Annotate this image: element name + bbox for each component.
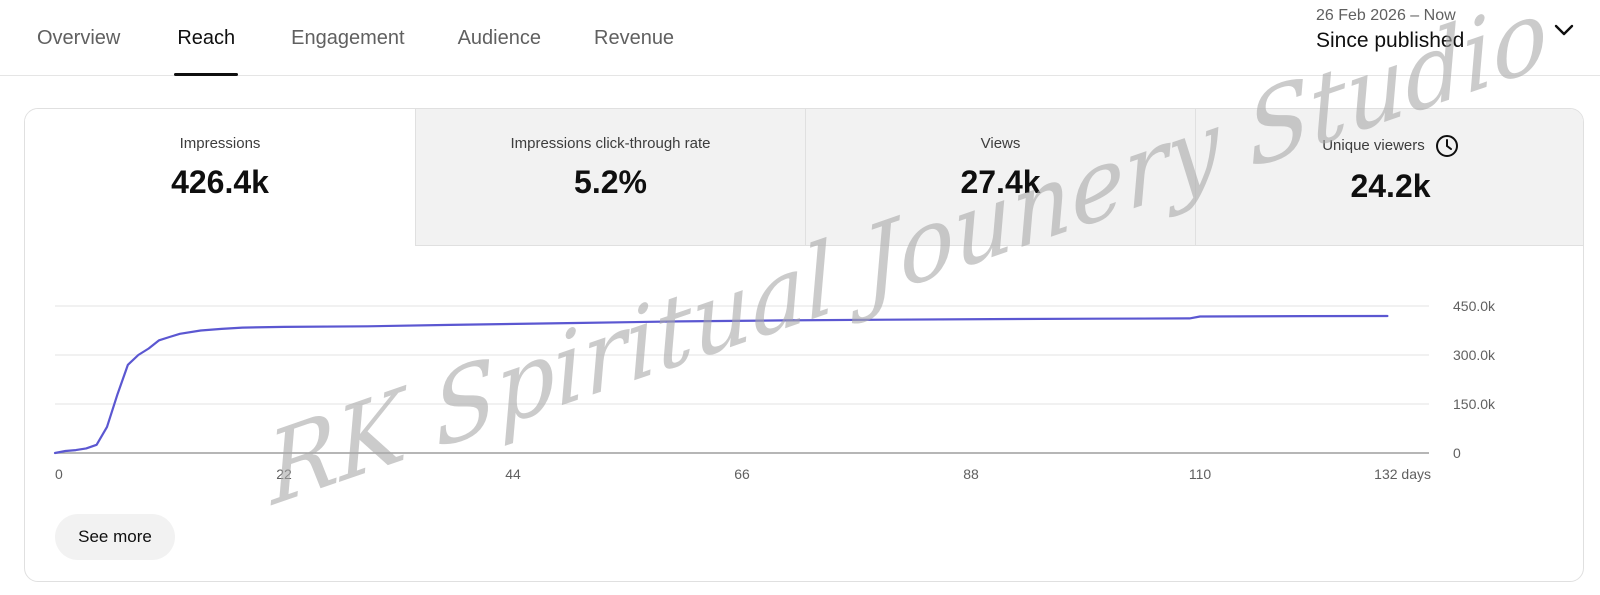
- tab-audience[interactable]: Audience: [458, 0, 541, 76]
- metric-unique-viewers[interactable]: Unique viewers 24.2k: [1195, 109, 1583, 246]
- clock-icon[interactable]: [1435, 134, 1459, 158]
- top-bar: Overview Reach Engagement Audience Reven…: [0, 0, 1600, 76]
- tab-label: Revenue: [594, 26, 675, 49]
- x-tick-label: 0: [55, 466, 63, 482]
- metric-value: 5.2%: [574, 164, 647, 200]
- y-tick-label: 450.0k: [1453, 298, 1496, 314]
- metric-label: Views: [980, 135, 1021, 152]
- x-tick-label: 44: [505, 466, 521, 482]
- date-range-dates: 26 Feb 2026 – Now: [1316, 7, 1456, 24]
- tab-label: Audience: [457, 26, 541, 49]
- tab-revenue[interactable]: Revenue: [594, 0, 674, 76]
- metric-value: 24.2k: [1350, 168, 1431, 204]
- tab-reach[interactable]: Reach: [174, 0, 239, 76]
- tab-label: Reach: [177, 26, 236, 49]
- y-tick-label: 0: [1453, 445, 1461, 461]
- chevron-down-icon: [1554, 24, 1574, 36]
- tab-label: Overview: [37, 26, 121, 49]
- x-tick-label: 110: [1189, 466, 1212, 482]
- date-range-dropdown-button[interactable]: [1548, 14, 1580, 46]
- x-tick-label: 66: [734, 466, 750, 482]
- tab-label: Engagement: [291, 26, 405, 49]
- tab-engagement[interactable]: Engagement: [291, 0, 404, 76]
- metric-impressions[interactable]: Impressions 426.4k: [25, 109, 415, 246]
- metric-value: 27.4k: [960, 164, 1041, 200]
- active-tab-underline: [174, 73, 239, 76]
- impressions-line-chart: 0 150.0k 300.0k 450.0k 0 22 44 66 88 110 132 days: [53, 298, 1496, 482]
- metric-label: Impressions click-through rate: [510, 135, 711, 152]
- x-tick-label: 22: [276, 466, 292, 482]
- date-range-selector[interactable]: 26 Feb 2026 – Now Since published: [1316, 6, 1464, 56]
- x-tick-label: 88: [963, 466, 979, 482]
- see-more-button[interactable]: See more: [55, 514, 175, 560]
- y-tick-label: 150.0k: [1453, 396, 1496, 412]
- metric-impressions-ctr[interactable]: Impressions click-through rate 5.2%: [415, 109, 805, 246]
- date-range-label: Since published: [1316, 29, 1465, 52]
- metric-tabs: Impressions 426.4k Impressions click-thr…: [25, 109, 1583, 246]
- x-tick-label: 132 days: [1374, 466, 1431, 482]
- tab-overview[interactable]: Overview: [37, 0, 120, 76]
- analytics-tabs: Overview Reach Engagement Audience Reven…: [37, 0, 674, 76]
- y-tick-label: 300.0k: [1453, 347, 1496, 363]
- reach-card: Impressions 426.4k Impressions click-thr…: [24, 108, 1584, 582]
- metric-value: 426.4k: [171, 164, 269, 200]
- metric-label: Unique viewers: [1322, 137, 1425, 154]
- series-line-impressions: [53, 314, 1389, 455]
- metric-label: Impressions: [179, 135, 261, 152]
- metric-views[interactable]: Views 27.4k: [805, 109, 1195, 246]
